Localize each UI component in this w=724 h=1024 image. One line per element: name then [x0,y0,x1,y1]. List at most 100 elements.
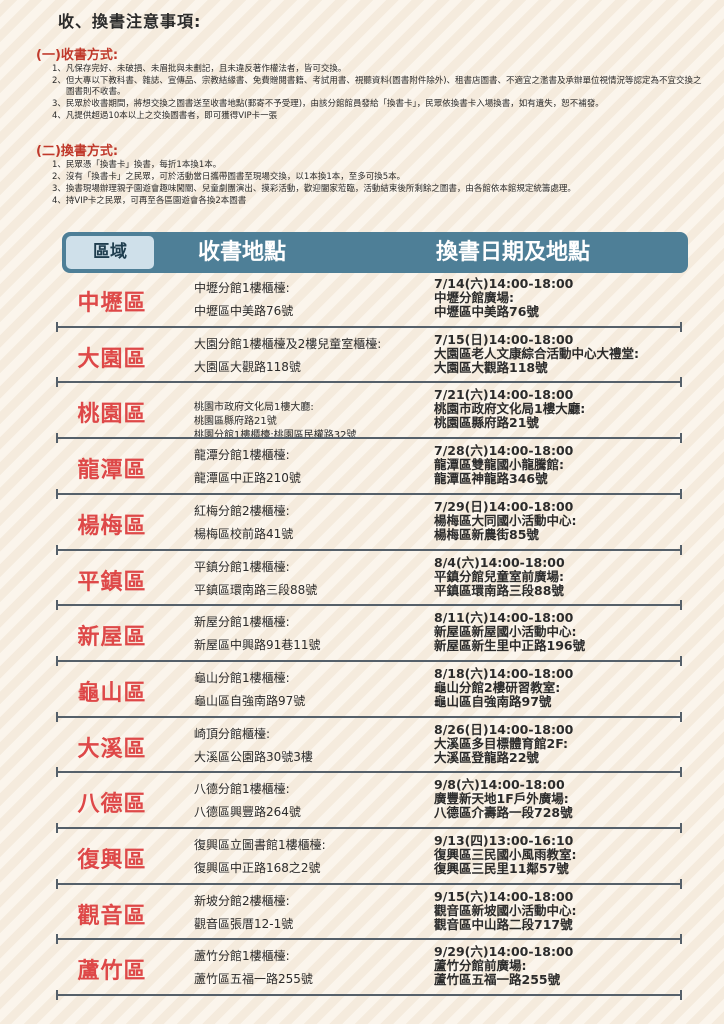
separator-cap [56,544,58,555]
district: 新屋區 [77,625,147,651]
exchange-line: 龜山區自強南路97號 [434,693,552,709]
exchange-line: 桃園區縣府路21號 [434,415,539,431]
district: 大溪區 [77,736,147,762]
separator-cap [56,655,58,666]
collect-line: 大溪區公園路30號3樓 [194,749,313,764]
collect-line: 八德區興豐路264號 [194,805,301,820]
exchange-line: 中壢分館廣場: [434,290,514,305]
collect-line: 龍潭區中正路210號 [194,471,301,486]
separator-cap [56,990,58,1001]
separator-cap [56,600,58,611]
district: 平鎮區 [77,569,147,595]
exchange-line: 7/14(六)14:00-18:00 [434,276,574,291]
notice-item: 3、民眾於收書期間，將想交換之圖書送至收書地點(郵寄不予受理)，由該分館館員發給… [52,99,604,109]
exchange-line: 中壢區中美路76號 [434,304,539,319]
exchange-line: 7/15(日)14:00-18:00 [434,331,574,347]
separator-cap [680,711,682,722]
collect-line: 龜山區自強南路97號 [194,693,306,708]
collect-line: 中壢分館1樓櫃檯: [194,281,290,295]
collect-line: 新屋區中興路91巷11號 [194,638,321,653]
section-heading: (一)收書方式: [36,48,119,63]
collect-line: 觀音區張厝12-1號 [194,916,294,931]
row-separator [56,938,682,941]
separator-cap [680,433,682,444]
collect-line: 紅梅分館2樓櫃檯: [194,503,290,518]
separator-cap [56,823,58,833]
exchange-line: 7/21(六)14:00-18:00 [434,387,574,403]
district: 龍潭區 [77,458,147,484]
row-separator [56,604,682,607]
collect-line: 崎頂分館櫃檯: [194,726,271,741]
collect-line: 新屋分館1樓櫃檯: [194,615,290,630]
separator-cap [56,878,58,889]
exchange-line: 蘆竹區五福一路255號 [434,972,561,988]
notice-item: 1、凡保存完好、未破損、未眉批與未劃記，且未違反著作權法者，皆可交換。 [52,64,347,74]
district: 觀音區 [77,903,147,929]
collect-line: 大園分館1樓櫃檯及2樓兒童室櫃檯: [194,336,382,351]
row-separator [56,715,682,718]
notice-item: 2、但大專以下教科書、雜誌、宣傳品、宗教結緣書、免費贈閱書籍、考試用書、視聽資料… [52,76,702,97]
separator-cap [680,321,682,332]
district: 中壢區 [77,291,147,316]
collect-line: 復興區中正路168之2號 [194,861,321,875]
separator-cap [680,600,682,611]
row-separator [56,325,682,328]
collect-line: 桃園分館1樓櫃檯:桃園區民權路32號 [194,430,357,442]
separator-cap [56,934,58,945]
exchange-line: 平鎮區環南路三段88號 [434,582,564,598]
exchange-line: 龍潭區神龍路346號 [434,471,548,487]
row-separator [56,659,682,662]
exchange-line: 9/13(四)13:00-16:10 [434,833,574,848]
exchange-line: 新屋區新屋國小活動中心: [434,624,577,640]
exchange-line: 8/18(六)14:00-18:00 [434,665,574,681]
collect-line: 楊梅區校前路41號 [194,526,294,541]
exchange-line: 觀音區新坡國小活動中心: [434,902,577,918]
exchange-line: 復興區三民里11鄰57號 [434,861,569,876]
separator-cap [680,990,682,1001]
exchange-line: 新屋區新生里中正路196號 [434,638,586,654]
exchange-line: 8/26(日)14:00-18:00 [434,721,574,737]
collect-line: 蘆竹區五福一路255號 [194,972,313,987]
header-cell: 區域 [66,236,154,269]
row-separator [56,771,682,774]
collect-line: 八德分館1樓櫃檯: [194,782,290,797]
collect-line: 中壢區中美路76號 [194,304,294,318]
exchange-line: 大溪區多目標體育館2F: [434,735,569,751]
exchange-line: 7/28(六)14:00-18:00 [434,443,574,459]
district: 八德區 [77,792,147,818]
exchange-line: 復興區三民國小風雨教室: [434,847,577,862]
row-separator [56,437,682,440]
header-cell: 收書地點 [198,240,287,265]
exchange-line: 9/8(六)14:00-18:00 [434,777,565,793]
notice-item: 4、持VIP卡之民眾，可再至各區園遊會各換2本圖書 [52,196,247,206]
separator-cap [680,823,682,833]
collect-line: 平鎮分館1樓櫃檯: [194,559,290,574]
separator-cap [56,377,58,388]
exchange-line: 8/4(六)14:00-18:00 [434,554,565,570]
exchange-line: 蘆竹分館前廣場: [434,958,527,974]
collect-line: 大園區大觀路118號 [194,359,301,374]
exchange-line: 龍潭區雙龍國小龍騰館: [434,457,564,473]
exchange-line: 8/11(六)14:00-18:00 [434,610,574,626]
row-separator [56,381,682,384]
header-cell: 換書日期及地點 [436,240,591,265]
separator-cap [680,377,682,388]
exchange-line: 大溪區登龍路22號 [434,749,539,765]
separator-cap [56,767,58,778]
separator-cap [680,767,682,778]
row-separator [56,994,682,997]
exchange-line: 大園區老人文康綜合活動中心大禮堂: [434,345,639,361]
district: 大園區 [77,346,147,372]
exchange-line: 平鎮分館兒童室前廣場: [434,568,564,584]
notice-item: 2、沒有「換書卡」之民眾，可於活動當日攜帶圖書至現場交換，以1本換1本，至多可換… [52,172,406,182]
row-separator [56,882,682,885]
title: 收、換書注意事項: [58,12,202,31]
district: 蘆竹區 [77,959,147,985]
row-separator [56,827,682,829]
notice-item: 1、民眾憑「換書卡」換書，每折1本換1本。 [52,160,222,170]
separator-cap [680,544,682,555]
exchange-line: 9/29(六)14:00-18:00 [434,944,574,960]
notice-item: 4、凡提供超過10本以上之交換圖書者，即可獲得VIP卡一張 [52,111,278,121]
exchange-line: 廣豐新天地1F戶外廣場: [434,791,569,807]
